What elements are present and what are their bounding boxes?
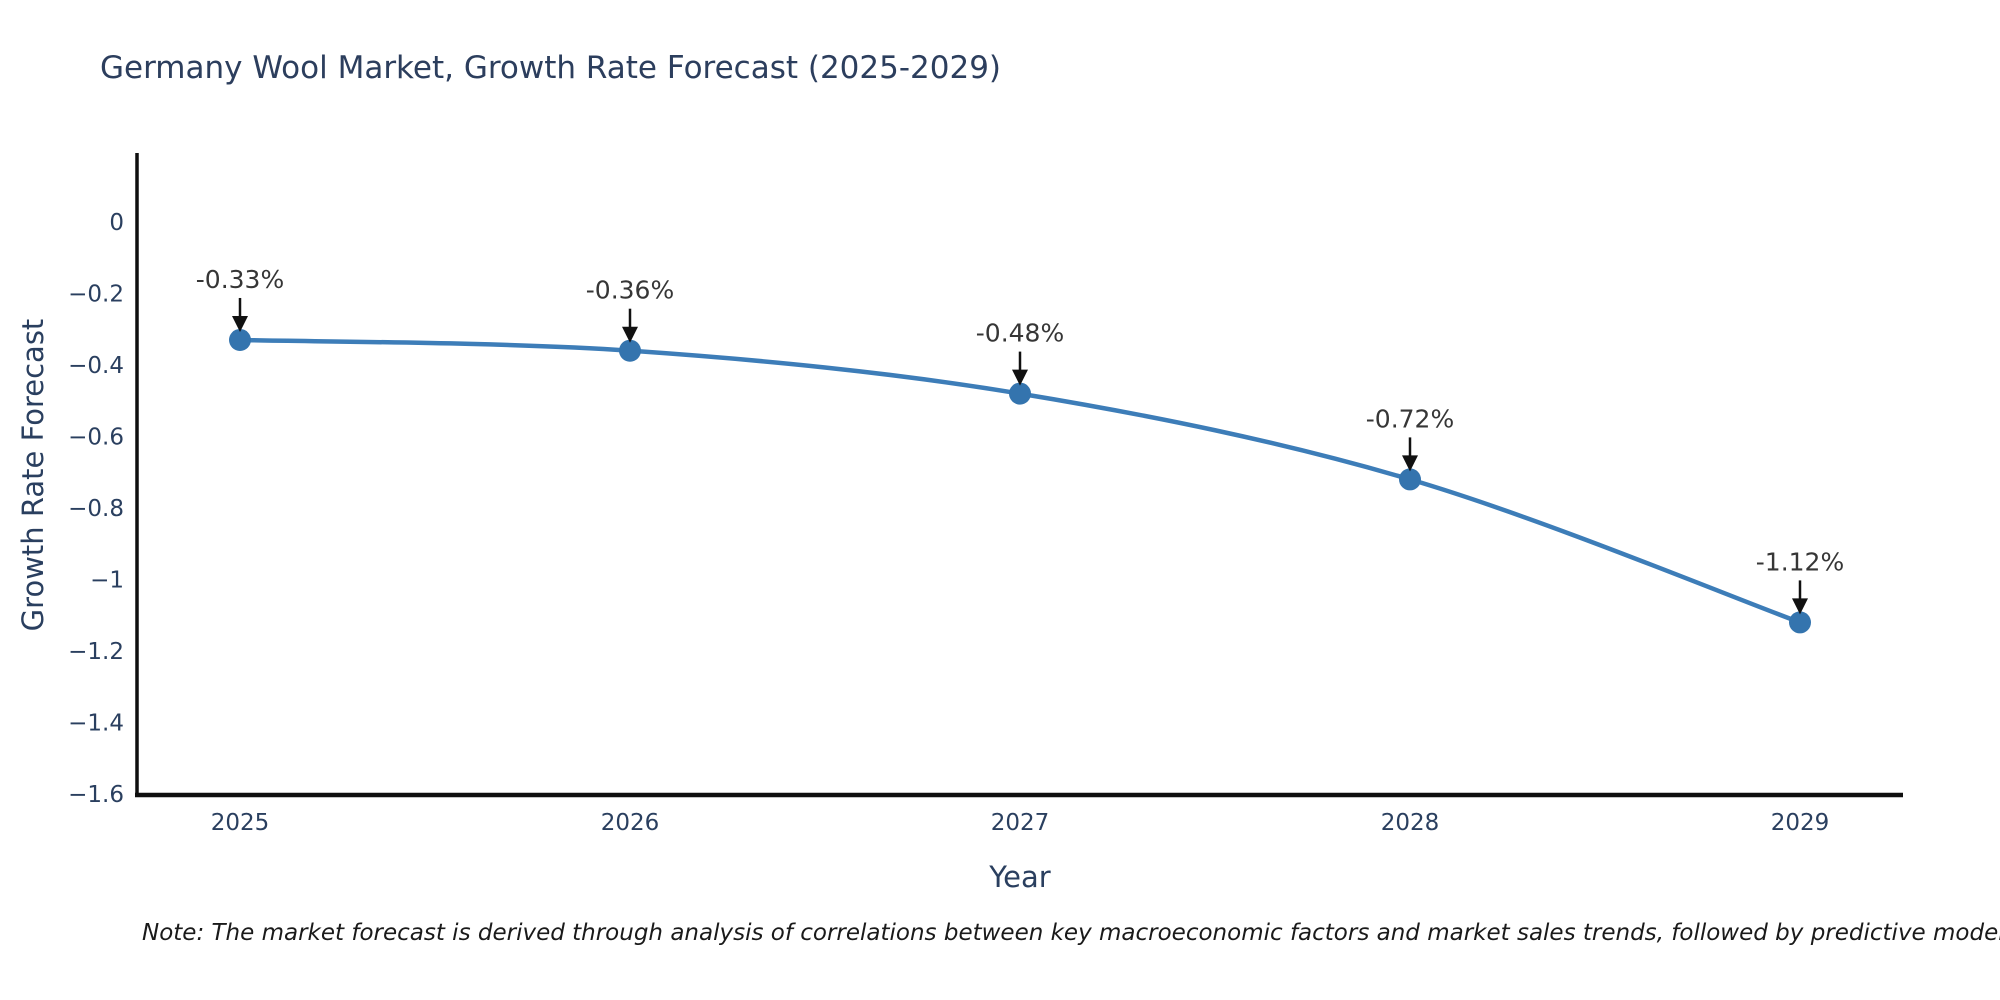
y-tick-label: −1.2 (68, 639, 124, 665)
annotation-arrow-head (1012, 369, 1028, 386)
y-axis-title: Growth Rate Forecast (16, 318, 50, 632)
data-point-marker (1399, 468, 1421, 491)
data-point-label: -1.12% (1756, 547, 1844, 576)
annotation-arrow-head (622, 326, 638, 343)
x-tick-label: 2026 (601, 810, 660, 836)
chart-title: Germany Wool Market, Growth Rate Forecas… (100, 50, 1002, 86)
y-tick-label: −1.6 (68, 782, 124, 808)
x-tick-label: 2027 (991, 810, 1050, 836)
x-tick-label: 2029 (1771, 810, 1830, 836)
annotation-arrow-head (1792, 598, 1808, 615)
x-tick-label: 2025 (211, 810, 270, 836)
y-tick-label: −1 (90, 568, 124, 594)
data-point-label: -0.36% (586, 276, 674, 305)
x-tick-label: 2028 (1381, 810, 1440, 836)
y-tick-label: −0.4 (68, 353, 124, 379)
data-point-marker (1009, 382, 1031, 405)
data-point-label: -0.72% (1366, 404, 1454, 433)
y-tick-label: −0.2 (68, 282, 124, 308)
annotation-arrow-head (232, 315, 248, 332)
y-tick-label: −1.4 (68, 711, 124, 737)
x-axis-title: Year (989, 860, 1051, 894)
data-point-label: -0.33% (196, 265, 284, 294)
annotation-arrow-head (1402, 455, 1418, 472)
data-point-marker (229, 328, 251, 351)
y-tick-label: −0.8 (68, 496, 124, 522)
data-point-label: -0.48% (976, 319, 1064, 348)
y-tick-label: −0.6 (68, 425, 124, 451)
footnote: Note: The market forecast is derived thr… (142, 920, 2000, 946)
y-tick-label: 0 (109, 210, 124, 236)
data-point-marker (1789, 611, 1811, 634)
data-point-marker (619, 339, 641, 362)
